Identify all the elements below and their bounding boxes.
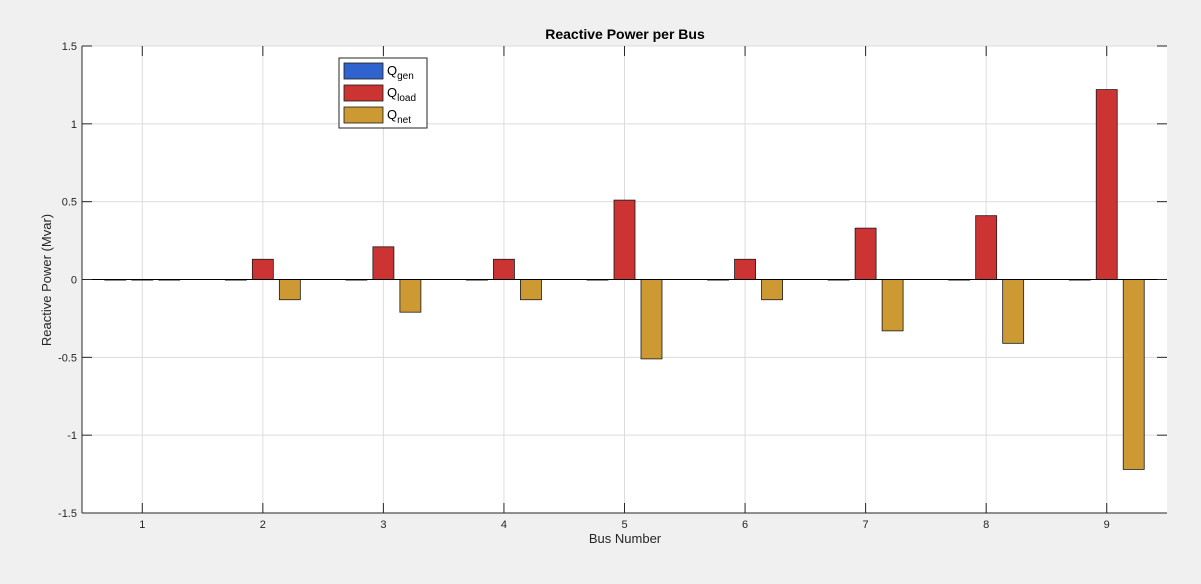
x-tick-label: 7	[863, 519, 869, 531]
x-tick-label: 5	[621, 519, 627, 531]
bar-net	[278, 279, 301, 301]
y-tick-label: 1.5	[62, 41, 77, 53]
y-tick-label: 0	[71, 275, 77, 287]
x-tick-label: 4	[501, 519, 507, 531]
x-tick-label: 1	[139, 519, 145, 531]
bar-load	[975, 215, 998, 280]
bar-load	[1095, 89, 1118, 280]
legend-label-main: Q	[387, 63, 397, 78]
bar-net	[1002, 279, 1025, 344]
legend-label-gen: Qgen	[387, 63, 414, 82]
y-tick-label: -1.5	[58, 508, 77, 520]
y-tick-label: 1	[71, 119, 77, 131]
legend-label-load: Qload	[387, 85, 416, 104]
legend-label-subscript: load	[397, 93, 416, 104]
bar-net	[640, 279, 663, 360]
bar-load	[613, 199, 636, 280]
x-tick-label: 2	[260, 519, 266, 531]
x-tick-label: 9	[1104, 519, 1110, 531]
bar-load	[734, 258, 756, 280]
legend-label-net: Qnet	[387, 107, 411, 126]
legend-swatch-net	[343, 106, 384, 124]
y-axis-label: Reactive Power (Mvar)	[39, 214, 54, 346]
y-tick-label: -0.5	[58, 352, 77, 364]
chart-title: Reactive Power per Bus	[545, 26, 705, 42]
bar-net	[399, 279, 422, 313]
bar-net	[1122, 279, 1145, 470]
legend-label-subscript: net	[397, 115, 411, 126]
legend-label-main: Q	[387, 85, 397, 100]
bar-load	[493, 258, 515, 280]
bar-load	[372, 246, 395, 280]
axes-group: 1 2 3 4 5 6 7 8 9 1.5 1 0.5 0 -0.5 -1 -1.5	[58, 41, 1167, 531]
bar-load	[251, 258, 274, 280]
bar-net	[761, 279, 783, 301]
bar-net	[520, 279, 542, 301]
bar-load	[854, 227, 877, 280]
legend-label-main: Q	[387, 107, 397, 122]
y-tick-label: -1	[67, 430, 77, 442]
x-axis-label: Bus Number	[589, 531, 662, 546]
legend-label-subscript: gen	[397, 71, 414, 82]
x-tick-label: 3	[380, 519, 386, 531]
bar-net	[881, 279, 904, 332]
y-tick-label: 0.5	[62, 197, 77, 209]
x-tick-label: 8	[983, 519, 989, 531]
x-tick-label: 6	[742, 519, 748, 531]
legend-swatch-gen	[343, 62, 384, 80]
legend-swatch-load	[343, 84, 384, 102]
